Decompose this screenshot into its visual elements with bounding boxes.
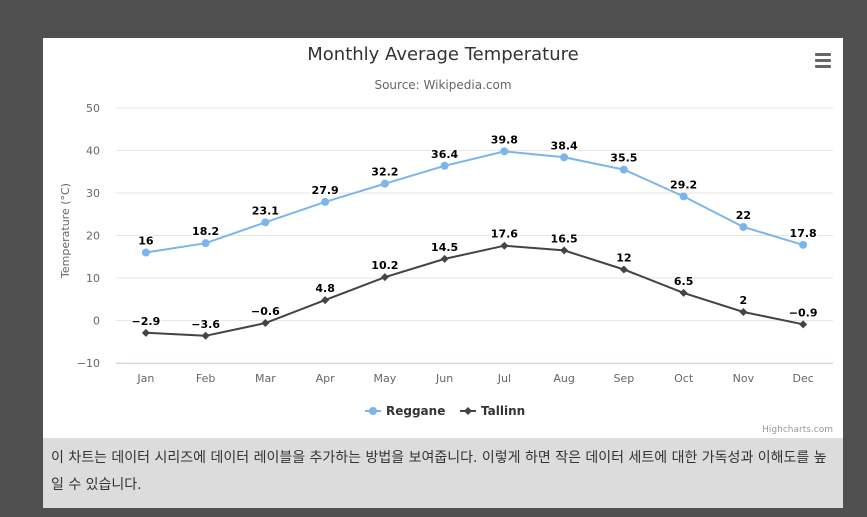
data-point[interactable]: [261, 319, 270, 328]
data-point[interactable]: [440, 254, 449, 263]
data-label: 17.6: [491, 228, 518, 241]
data-label: −3.6: [191, 318, 220, 331]
legend-marker: [369, 407, 377, 415]
data-point[interactable]: [380, 273, 389, 282]
data-point[interactable]: [380, 179, 389, 188]
x-tick-label: Feb: [196, 372, 215, 385]
y-tick-label: 20: [86, 230, 100, 243]
data-point[interactable]: [500, 147, 509, 156]
data-point[interactable]: [560, 153, 569, 162]
data-label: 29.2: [670, 178, 697, 191]
data-point[interactable]: [739, 223, 748, 231]
x-tick-label: Apr: [316, 372, 336, 385]
legend-item-reggane[interactable]: Reggane: [386, 404, 445, 418]
data-label: 12: [616, 252, 631, 265]
data-point[interactable]: [560, 246, 569, 255]
data-point[interactable]: [679, 192, 688, 201]
x-tick-label: Jul: [497, 372, 511, 385]
data-point[interactable]: [141, 328, 150, 337]
x-tick-label: Nov: [733, 372, 755, 385]
data-label: 2: [740, 294, 748, 307]
data-label: 10.2: [371, 259, 398, 272]
legend-item-tallinn[interactable]: Tallinn: [481, 404, 525, 418]
data-label: 17.8: [790, 227, 817, 240]
y-tick-label: 30: [86, 187, 100, 200]
data-label: −2.9: [132, 315, 161, 328]
chart-container: −10 0 10 20 30 40 50 Jan Feb Mar Apr May Jun Jul Aug Se…: [43, 38, 843, 508]
data-point[interactable]: [619, 165, 628, 174]
data-label: 27.9: [312, 184, 339, 197]
y-tick-label: 0: [93, 315, 100, 328]
data-label: 32.2: [371, 166, 398, 179]
data-label: 23.1: [252, 204, 279, 217]
data-point[interactable]: [679, 288, 688, 297]
legend-marker: [464, 407, 472, 415]
data-point[interactable]: [500, 241, 509, 250]
data-label: 6.5: [674, 275, 694, 288]
y-tick-label: 50: [86, 102, 100, 115]
data-point[interactable]: [619, 265, 628, 274]
x-tick-label: Oct: [674, 372, 694, 385]
data-label: 14.5: [431, 241, 458, 254]
data-label: 18.2: [192, 225, 219, 238]
y-tick-label: −10: [77, 357, 100, 370]
data-label: 16: [138, 235, 154, 248]
series-line-tallinn: [145, 244, 804, 337]
data-point[interactable]: [201, 239, 210, 248]
series-line-reggane: [145, 150, 804, 254]
data-point[interactable]: [141, 248, 150, 257]
y-tick-label: 40: [86, 145, 100, 158]
x-tick-label: May: [374, 372, 397, 385]
data-point[interactable]: [440, 161, 449, 170]
data-label: −0.9: [789, 306, 818, 319]
x-tick-label: Jun: [435, 372, 453, 385]
chart-svg: −10 0 10 20 30 40 50 Jan Feb Mar Apr May Jun Jul Aug Se…: [59, 102, 833, 418]
data-label: 4.8: [315, 282, 335, 295]
data-point[interactable]: [201, 331, 210, 340]
x-tick-label: Mar: [255, 372, 276, 385]
data-point[interactable]: [799, 240, 808, 249]
chart-subtitle: Source: Wikipedia.com: [374, 78, 512, 92]
data-label: 22: [736, 209, 751, 222]
data-label: 36.4: [431, 148, 458, 161]
data-point[interactable]: [321, 296, 330, 305]
x-tick-label: Aug: [553, 372, 574, 385]
chart-title: Monthly Average Temperature: [307, 44, 579, 65]
data-point[interactable]: [739, 308, 748, 316]
hamburger-menu-icon[interactable]: [811, 50, 835, 72]
chart-area: −10 0 10 20 30 40 50 Jan Feb Mar Apr May Jun Jul Aug Se…: [43, 38, 843, 438]
x-tick-label: Jan: [136, 372, 154, 385]
credits-link[interactable]: Highcharts.com: [762, 425, 833, 435]
data-label: 16.5: [551, 232, 578, 245]
x-tick-label: Sep: [614, 372, 635, 385]
data-label: −0.6: [251, 305, 280, 318]
x-tick-label: Dec: [792, 372, 813, 385]
data-point[interactable]: [799, 320, 808, 329]
data-label: 39.8: [491, 133, 518, 146]
data-point[interactable]: [321, 197, 330, 206]
chart-caption: 이 차트는 데이터 시리즈에 데이터 레이블을 추가하는 방법을 보여줍니다. …: [43, 438, 843, 508]
y-tick-label: 10: [86, 272, 100, 285]
data-label: 38.4: [551, 139, 578, 152]
data-point[interactable]: [261, 218, 270, 227]
y-axis-title: Temperature (°C): [59, 183, 72, 279]
data-label: 35.5: [610, 152, 637, 165]
